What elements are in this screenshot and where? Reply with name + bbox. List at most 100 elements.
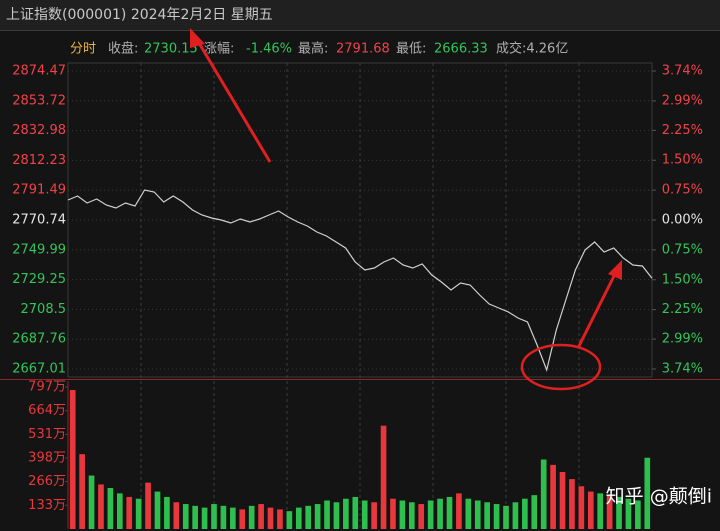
volume-bar [399, 500, 406, 529]
volume-bar [277, 509, 283, 529]
y-tick-label: 2687.76 [12, 332, 66, 347]
volume-bar [540, 459, 547, 529]
volume-bar [295, 507, 302, 529]
y-tick-label: 2791.49 [12, 183, 66, 198]
volume-bar [116, 493, 123, 529]
y2-tick-label: 3.74% [662, 362, 703, 377]
volume-bar [324, 500, 330, 529]
volume-bar [98, 484, 104, 529]
arrow-shaft [576, 271, 618, 349]
volume-tick-label: 133万 [28, 498, 66, 513]
volume-bar [220, 505, 227, 529]
volume-bar [201, 507, 208, 529]
volume-bar [154, 491, 161, 529]
volume-bar [135, 498, 142, 529]
volume-bar [145, 482, 151, 529]
volume-bar [493, 504, 500, 529]
volume-bar [531, 495, 538, 529]
volume-bar [380, 425, 387, 529]
volume-bar [474, 500, 481, 529]
turnover: 成交:4.26亿 [496, 41, 568, 57]
volume-tick-label: 797万 [28, 380, 66, 395]
volume-bar [211, 504, 217, 529]
volume-bar [343, 498, 349, 529]
low-label: 最低: [396, 42, 426, 57]
volume-bar [616, 496, 622, 529]
volume-bar [79, 454, 85, 529]
volume-bar [503, 505, 509, 529]
plot-area: 2874.47 2853.72 2832.98 2812.23 2791.49 2770.… [0, 62, 720, 529]
volume-tick-label: 398万 [28, 451, 66, 466]
volume-bar [267, 507, 274, 529]
volume-bar [248, 505, 255, 529]
y2-tick-label: 3.74% [662, 64, 703, 79]
volume-bar [522, 498, 528, 529]
high-value: 2791.68 [336, 42, 390, 57]
volume-bar [427, 500, 434, 529]
high-label: 最高: [298, 41, 328, 57]
window-title: 上证指数(000001) 2024年2月2日 星期五 [6, 7, 273, 23]
volume-bar [569, 479, 575, 529]
volume-bar [230, 507, 236, 529]
arrow-shaft [194, 37, 272, 163]
arrow-head [608, 260, 622, 280]
volume-bar [559, 471, 566, 529]
volume-bar [408, 502, 415, 529]
volume-bar [286, 511, 293, 529]
volume-bar [314, 504, 321, 529]
volume-bar [173, 502, 180, 529]
volume-bar [465, 498, 472, 529]
volume-bar [635, 500, 641, 529]
y2-tick-label: 0.75% [662, 183, 703, 198]
volume-bar [361, 500, 368, 529]
volume-bar [578, 486, 585, 529]
price-line [67, 189, 653, 373]
watermark: 知乎 @颠倒i [606, 486, 712, 508]
info-line: 分时 收盘: 2730.15 涨幅: -1.46% 最高: 2791.68 最低… [70, 41, 568, 57]
y2-tick-label: 2.25% [662, 123, 703, 138]
volume-bar [164, 496, 170, 529]
volume-bar [352, 496, 359, 529]
volume-bar [390, 498, 396, 529]
y-tick-label: 2729.25 [12, 272, 66, 287]
y-tick-label: 2832.98 [12, 123, 66, 138]
annotations [190, 28, 622, 391]
volume-bar [239, 509, 246, 529]
volume-bar [418, 504, 425, 529]
volume-bar [606, 495, 613, 529]
y-tick-label: 2874.47 [12, 64, 66, 79]
y2-tick-label: 1.50% [662, 272, 703, 287]
volume-bar [550, 464, 556, 529]
y-tick-label: 2812.23 [12, 153, 66, 168]
volume-bar [69, 390, 76, 529]
change-value: -1.46% [246, 42, 292, 57]
change-label: 涨幅: [204, 42, 234, 57]
low-circle [520, 343, 602, 391]
volume-tick-label: 266万 [28, 474, 66, 489]
close-label: 收盘: [108, 41, 138, 57]
volume-bar [625, 498, 632, 529]
y-tick-label: 2853.72 [12, 93, 66, 108]
volume-bar [107, 488, 114, 529]
volume-bar [126, 496, 133, 529]
volume-bar [182, 504, 189, 529]
volume-bar [437, 498, 443, 529]
y2-tick-label: 0.75% [662, 242, 703, 257]
arrow-head [190, 28, 205, 48]
y-tick-label: 2667.01 [12, 362, 66, 377]
volume-bar [587, 491, 594, 529]
low-value: 2666.33 [434, 42, 488, 57]
title-bar [0, 0, 720, 30]
close-value: 2730.15 [144, 42, 198, 57]
volume-tick-label: 531万 [28, 427, 66, 442]
y2-tick-label: 2.99% [662, 93, 703, 108]
y-tick-label: 2749.99 [12, 242, 66, 257]
y2-tick-label: 2.99% [662, 332, 703, 347]
volume-bar [88, 475, 95, 529]
volume-bar [192, 505, 198, 529]
volume-bar [597, 493, 604, 529]
y-tick-label: 2708.5 [21, 302, 67, 317]
y2-tick-label: 0.00% [662, 213, 703, 228]
